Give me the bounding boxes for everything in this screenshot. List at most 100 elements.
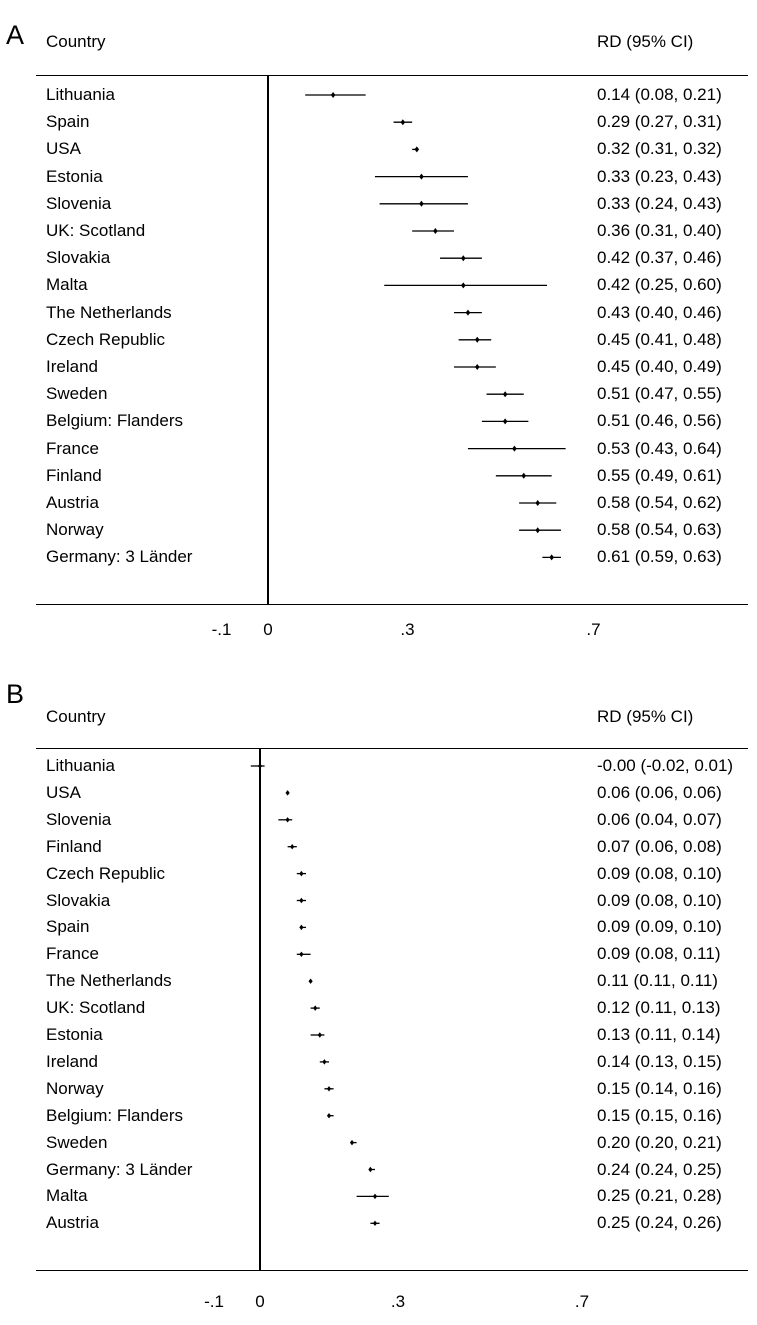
rd-estimate-label: 0.24 (0.24, 0.25) (597, 1159, 722, 1179)
rd-estimate-label: 0.06 (0.04, 0.07) (597, 809, 722, 829)
rd-estimate-label: 0.14 (0.13, 0.15) (597, 1051, 722, 1071)
country-label: France (46, 944, 99, 964)
rd-estimate-label: 0.29 (0.27, 0.31) (597, 112, 722, 132)
country-label: USA (46, 782, 81, 802)
country-label: Ireland (46, 1051, 98, 1071)
header-rule (36, 75, 748, 77)
country-label: Spain (46, 917, 90, 937)
country-column-header: Country (46, 707, 106, 726)
x-tick-label: .7 (574, 1292, 590, 1311)
point-estimate-marker (326, 1086, 332, 1092)
forest-plot-panel-b: B Country RD (95% CI) Lithuania -0.00 (-0.02… (0, 670, 757, 1311)
point-estimate-marker (400, 119, 406, 126)
x-tick-label: 0 (263, 620, 273, 639)
forest-plot-marks (250, 763, 389, 1227)
country-label: Germany: 3 Länder (46, 1159, 193, 1179)
point-estimate-marker (535, 527, 540, 534)
country-label: Spain (46, 112, 90, 132)
rd-estimate-label: 0.43 (0.40, 0.46) (597, 302, 722, 322)
country-label: Slovenia (46, 193, 112, 213)
rd-estimate-label: 0.53 (0.43, 0.64) (597, 438, 722, 458)
country-label: Lithuania (46, 85, 116, 104)
country-label: Estonia (46, 166, 103, 186)
x-tick-label: -.1 (211, 620, 232, 639)
rd-estimate-label: 0.09 (0.08, 0.10) (597, 890, 722, 910)
country-label: Malta (46, 275, 88, 295)
point-estimate-marker (502, 391, 508, 398)
point-estimate-marker (349, 1139, 355, 1146)
estimate-column-header: RD (95% CI) (597, 32, 694, 51)
rd-estimate-label: 0.58 (0.54, 0.62) (597, 493, 722, 512)
rd-estimate-label: 0.61 (0.59, 0.63) (597, 547, 722, 567)
country-label: Estonia (46, 1025, 103, 1044)
rd-estimate-label: 0.45 (0.40, 0.49) (597, 357, 722, 376)
point-estimate-marker (372, 1193, 378, 1200)
rd-estimate-label: 0.58 (0.54, 0.63) (597, 520, 722, 540)
rd-estimate-label: 0.32 (0.31, 0.32) (597, 139, 722, 159)
country-label: Slovakia (46, 890, 111, 910)
rd-estimate-label: 0.33 (0.23, 0.43) (597, 166, 722, 186)
rd-estimate-label: 0.36 (0.31, 0.40) (597, 221, 722, 240)
point-estimate-marker (299, 870, 304, 877)
rd-estimate-label: 0.20 (0.20, 0.21) (597, 1132, 722, 1152)
point-estimate-marker (285, 817, 290, 823)
point-estimate-marker (419, 173, 424, 180)
rd-estimate-label: 0.09 (0.08, 0.11) (597, 944, 721, 964)
rd-estimate-label: 0.09 (0.08, 0.10) (597, 863, 722, 883)
forest-plot-panel-a: A Country RD (95% CI) Lithuania 0.14 (0.08, … (0, 0, 757, 655)
country-label: Sweden (46, 1132, 108, 1152)
country-label: Norway (46, 520, 104, 540)
point-estimate-marker (317, 1032, 322, 1038)
point-estimate-marker (414, 146, 420, 153)
rd-estimate-label: 0.45 (0.41, 0.48) (597, 329, 722, 349)
country-label: Austria (46, 493, 99, 512)
point-estimate-marker (502, 418, 508, 425)
rd-estimate-label: 0.51 (0.46, 0.56) (597, 411, 722, 431)
point-estimate-marker (330, 92, 336, 98)
rd-estimate-label: 0.42 (0.37, 0.46) (597, 248, 722, 268)
country-label: Belgium: Flanders (46, 1105, 184, 1125)
point-estimate-marker (313, 1005, 318, 1011)
reference-line-zero (259, 748, 261, 1270)
country-label: UK: Scotland (46, 998, 146, 1018)
point-estimate-marker (461, 255, 466, 262)
rd-estimate-label: 0.13 (0.11, 0.14) (597, 1025, 721, 1044)
country-label: USA (46, 139, 81, 159)
rd-estimate-label: -0.00 (-0.02, 0.01) (597, 756, 734, 775)
rd-estimate-label: 0.25 (0.21, 0.28) (597, 1186, 722, 1206)
country-label: France (46, 438, 99, 458)
country-label: Slovenia (46, 809, 112, 829)
header-rule (36, 748, 748, 750)
country-label: UK: Scotland (46, 221, 146, 240)
rd-estimate-label: 0.09 (0.09, 0.10) (597, 917, 722, 937)
point-estimate-marker (308, 978, 313, 984)
point-estimate-marker (285, 790, 290, 796)
point-estimate-marker (368, 1166, 373, 1173)
country-label: Malta (46, 1186, 88, 1206)
estimate-column-header: RD (95% CI) (597, 707, 694, 726)
rd-estimate-label: 0.06 (0.06, 0.06) (597, 782, 722, 802)
rd-estimate-label: 0.12 (0.11, 0.13) (597, 998, 721, 1018)
country-label: Slovakia (46, 248, 111, 268)
point-estimate-marker (461, 282, 466, 289)
rd-estimate-label: 0.11 (0.11, 0.11) (597, 971, 718, 991)
point-estimate-marker (433, 228, 438, 234)
point-estimate-marker (326, 1112, 332, 1119)
point-estimate-marker (299, 897, 304, 904)
country-label: Belgium: Flanders (46, 411, 184, 431)
point-estimate-marker (257, 763, 263, 769)
point-estimate-marker (521, 472, 527, 479)
point-estimate-marker (372, 1220, 378, 1227)
country-label: The Netherlands (46, 971, 172, 991)
point-estimate-marker (535, 500, 540, 506)
point-estimate-marker (290, 843, 295, 850)
x-tick-label: 0 (255, 1292, 265, 1311)
rd-estimate-label: 0.14 (0.08, 0.21) (597, 85, 722, 104)
point-estimate-marker (549, 554, 554, 561)
panel-letter: A (6, 20, 25, 50)
country-label: Norway (46, 1078, 104, 1098)
point-estimate-marker (512, 445, 517, 452)
rd-estimate-label: 0.15 (0.14, 0.16) (597, 1078, 722, 1098)
x-tick-label: -.1 (204, 1292, 224, 1311)
country-label: Czech Republic (46, 329, 166, 349)
